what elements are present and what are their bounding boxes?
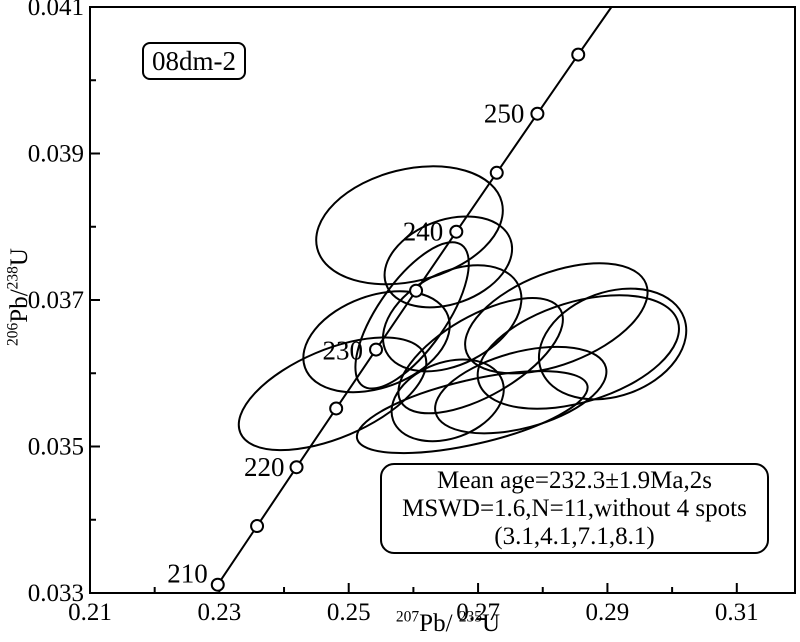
- isotope-text: Pb/: [419, 610, 459, 637]
- isotope-superscript: 238: [4, 266, 22, 290]
- isotope-text: Pb/: [6, 289, 33, 323]
- concordia-age-marker: [409, 283, 424, 298]
- concordia-age-marker: [250, 519, 265, 534]
- x-tick-label: 0.21: [68, 599, 112, 626]
- concordia-age-label: 220: [244, 452, 285, 482]
- x-tick-label: 0.29: [586, 599, 630, 626]
- concordia-age-label: 250: [484, 99, 525, 129]
- error-ellipse: [383, 215, 514, 309]
- isotope-text: U: [6, 248, 33, 267]
- concordia-age-label: 230: [323, 336, 364, 366]
- x-tick-label: 0.23: [197, 599, 241, 626]
- error-ellipse: [390, 358, 505, 443]
- concordia-age-marker: [449, 224, 464, 239]
- mswd-line: MSWD=1.6,N=11,without 4 spots: [402, 494, 747, 522]
- x-tick-label: 0.27: [456, 599, 500, 626]
- x-tick-label: 0.25: [327, 599, 371, 626]
- y-tick-label: 0.033: [28, 580, 84, 607]
- concordia-age-marker: [369, 342, 384, 357]
- error-ellipse: [315, 165, 504, 286]
- error-ellipse: [354, 241, 470, 390]
- isotope-text: U: [482, 610, 501, 637]
- isotope-superscript: 235: [458, 608, 483, 626]
- mean-age-annotation-box: Mean age=232.3±1.9Ma,2s MSWD=1.6,N=11,wi…: [380, 463, 769, 554]
- concordia-age-marker: [571, 47, 586, 62]
- y-tick-label: 0.037: [28, 287, 84, 314]
- error-ellipse: [381, 264, 523, 373]
- error-ellipse: [355, 370, 589, 455]
- sample-label-box: 08dm-2: [142, 42, 246, 80]
- concordia-age-marker: [530, 106, 545, 121]
- isotope-superscript: 206: [4, 322, 22, 346]
- concordia-age-label: 210: [167, 559, 208, 589]
- mean-age-line: Mean age=232.3±1.9Ma,2s: [437, 466, 712, 494]
- concordia-age-marker: [329, 401, 344, 416]
- concordia-age-marker: [489, 165, 504, 180]
- concordia-age-label: 240: [403, 217, 444, 247]
- y-tick-label: 0.039: [28, 141, 84, 168]
- error-ellipse: [464, 262, 649, 375]
- y-tick-label: 0.041: [28, 0, 84, 21]
- y-axis-title: 206Pb/238U: [4, 248, 34, 346]
- y-tick-label: 0.035: [28, 434, 84, 461]
- error-ellipse: [302, 290, 451, 394]
- sample-label: 08dm-2: [152, 45, 236, 76]
- x-tick-label: 0.31: [715, 599, 759, 626]
- x-axis-title: 207Pb/ 235U: [395, 608, 501, 638]
- concordia-age-marker: [289, 460, 304, 475]
- error-ellipse: [434, 345, 608, 435]
- isotope-superscript: 207: [395, 608, 420, 626]
- error-ellipse: [537, 287, 688, 401]
- concordia-age-marker: [210, 577, 225, 592]
- excluded-spots-line: (3.1,4.1,7.1,8.1): [494, 522, 655, 550]
- error-ellipse: [237, 336, 428, 452]
